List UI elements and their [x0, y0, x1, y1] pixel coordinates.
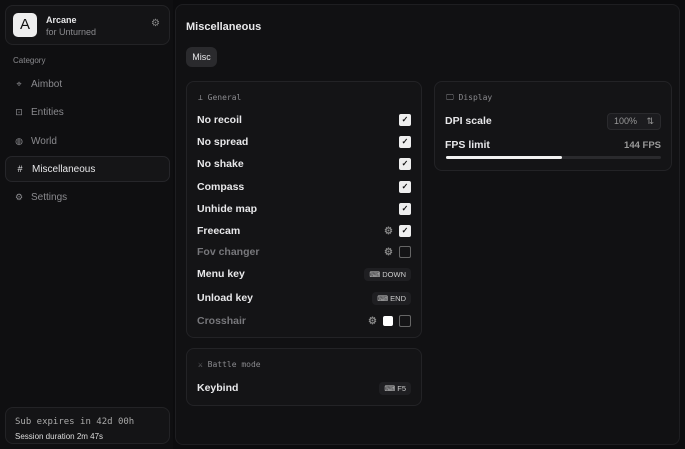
- general-row: No spread ✓: [197, 133, 411, 151]
- battle-icon: ⚔: [198, 360, 208, 369]
- checkbox[interactable]: ✓: [399, 136, 411, 148]
- checkbox[interactable]: ✓: [399, 203, 411, 215]
- battle-title-text: Battle mode: [207, 360, 261, 369]
- display-title: 🖵 Display: [446, 93, 492, 103]
- subscription-card: Sub expires in 42d 00h Session duration …: [5, 407, 170, 444]
- select-icon: ⇅: [646, 115, 654, 126]
- key-button[interactable]: ⌨ END: [372, 291, 411, 305]
- gear-icon: ⚙: [14, 191, 24, 202]
- grid-icon: #: [17, 164, 23, 174]
- row-label: Menu key: [197, 268, 245, 280]
- dpi-value: 100%: [614, 115, 638, 126]
- row-label: No shake: [197, 158, 244, 170]
- sidebar-item-label: World: [31, 135, 57, 147]
- row-label: No spread: [197, 136, 249, 148]
- keybind-button[interactable]: ⌨ F5: [379, 381, 411, 395]
- crosshair-icon: ⌖: [16, 78, 22, 89]
- key-value: END: [390, 293, 406, 303]
- dpi-select[interactable]: 100% ⇅: [607, 112, 661, 130]
- sub-expires: Sub expires in 42d 00h: [15, 417, 135, 427]
- row-label: Compass: [197, 181, 245, 193]
- general-row: No recoil ✓: [197, 111, 411, 129]
- row-label: Fov changer: [197, 246, 260, 258]
- fps-value: 144 FPS: [624, 139, 661, 151]
- app-logo: A: [13, 13, 37, 37]
- gear-icon[interactable]: ⚙: [384, 225, 393, 237]
- sidebar-item-settings[interactable]: ⚙ Settings: [5, 184, 170, 210]
- row-label: No recoil: [197, 114, 242, 126]
- display-title-text: Display: [458, 93, 493, 102]
- sidebar-item-label: Settings: [31, 191, 68, 203]
- general-row: Menu key ⌨ DOWN: [197, 265, 411, 283]
- checkbox[interactable]: ✓: [399, 181, 411, 193]
- fps-slider-fill: [446, 156, 563, 159]
- dpi-label: DPI scale: [445, 115, 492, 127]
- app-name: Arcane: [46, 15, 77, 25]
- checkbox[interactable]: ✓: [399, 225, 411, 237]
- key-value: DOWN: [382, 269, 406, 279]
- settings-gear-icon[interactable]: ⚙: [151, 18, 160, 29]
- row-label: Crosshair: [197, 315, 247, 327]
- general-row: Fov changer ⚙: [197, 243, 411, 261]
- sidebar: A Arcane for Unturned ⚙ Category ⌖ Aimbot…: [0, 0, 173, 449]
- globe-icon: ◍: [15, 135, 23, 146]
- monitor-icon: 🖵: [446, 93, 459, 102]
- scan-icon: ⊡: [15, 106, 23, 117]
- battle-title: ⚔ Battle mode: [198, 360, 261, 369]
- gear-icon[interactable]: ⚙: [384, 246, 393, 258]
- color-swatch[interactable]: [383, 316, 393, 326]
- tab-misc[interactable]: Misc: [186, 47, 217, 67]
- checkbox[interactable]: ✓: [399, 158, 411, 170]
- row-label: Unhide map: [197, 203, 258, 215]
- battle-section: ⚔ Battle mode Keybind ⌨ F5: [186, 348, 422, 406]
- keybind-label: Keybind: [197, 382, 239, 394]
- general-row: Unhide map ✓: [197, 200, 411, 218]
- checkbox[interactable]: [399, 246, 411, 258]
- sidebar-item-world[interactable]: ◍ World: [5, 128, 170, 154]
- row-label: Freecam: [197, 225, 241, 237]
- general-section: ⊥ General No recoil ✓ No spread ✓ No shake ✓ C…: [186, 81, 422, 338]
- app-header: A Arcane for Unturned ⚙: [5, 5, 170, 45]
- keybind-value: F5: [397, 383, 406, 393]
- row-label: Unload key: [197, 292, 254, 304]
- general-row: No shake ✓: [197, 155, 411, 173]
- sidebar-item-aimbot[interactable]: ⌖ Aimbot: [5, 71, 170, 97]
- sidebar-item-miscellaneous[interactable]: # Miscellaneous: [5, 156, 170, 182]
- dpi-row: DPI scale 100% ⇅: [445, 112, 661, 130]
- sidebar-item-label: Entities: [31, 106, 64, 118]
- general-row: Freecam ⚙ ✓: [197, 222, 411, 240]
- sidebar-item-label: Miscellaneous: [32, 163, 96, 175]
- app-subtitle: for Unturned: [46, 27, 97, 37]
- general-title-text: General: [207, 93, 242, 102]
- checkbox[interactable]: ✓: [399, 114, 411, 126]
- fps-slider[interactable]: [446, 156, 661, 159]
- key-button[interactable]: ⌨ DOWN: [364, 267, 411, 281]
- sidebar-item-entities[interactable]: ⊡ Entities: [5, 99, 170, 125]
- general-title: ⊥ General: [198, 93, 241, 102]
- checkbox[interactable]: [399, 315, 411, 327]
- general-row: Unload key ⌨ END: [197, 289, 411, 307]
- general-row: Crosshair ⚙: [197, 312, 411, 330]
- keybind-row: Keybind ⌨ F5: [197, 379, 411, 397]
- general-row: Compass ✓: [197, 178, 411, 196]
- general-icon: ⊥: [198, 93, 208, 102]
- session-duration: Session duration 2m 47s: [15, 432, 104, 441]
- display-section: 🖵 Display DPI scale 100% ⇅ FPS limit 144…: [434, 81, 672, 171]
- sidebar-item-label: Aimbot: [31, 78, 63, 90]
- gear-icon[interactable]: ⚙: [368, 315, 377, 327]
- category-label: Category: [13, 56, 46, 65]
- main-panel: Miscellaneous Misc ⊥ General No recoil ✓ N…: [175, 4, 680, 445]
- fps-label: FPS limit: [445, 139, 490, 151]
- page-title: Miscellaneous: [186, 21, 262, 33]
- fps-row: FPS limit 144 FPS: [445, 136, 661, 154]
